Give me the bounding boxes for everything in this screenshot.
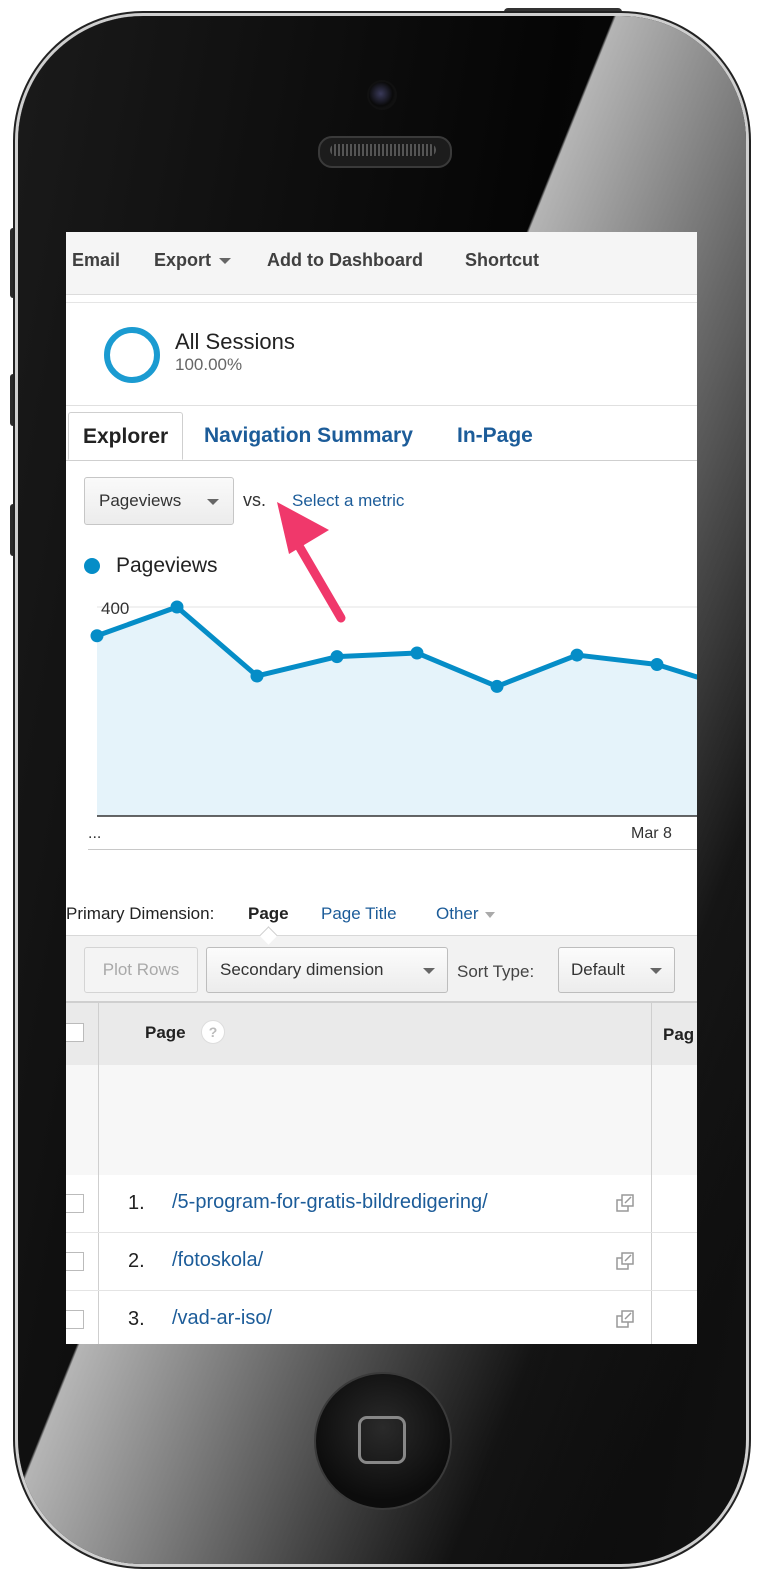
column-divider: [98, 1233, 99, 1290]
sort-type-dropdown[interactable]: Default: [558, 947, 675, 993]
secondary-dimension-label: Secondary dimension: [220, 960, 384, 979]
sort-type-label: Sort Type:: [457, 962, 535, 981]
x-axis-label-end: Mar 8: [631, 825, 672, 842]
dimension-other[interactable]: Other: [436, 904, 495, 924]
plot-rows-button[interactable]: Plot Rows: [84, 947, 198, 993]
chart-divider: [88, 849, 697, 850]
tab-explorer[interactable]: Explorer: [68, 412, 184, 460]
y-tick-label: 400: [101, 599, 129, 618]
column-divider: [651, 1233, 652, 1290]
table-controls: Plot Rows Secondary dimension Sort Type:…: [66, 935, 697, 1002]
metric-dropdown-label: Pageviews: [99, 491, 182, 510]
sort-type-value: Default: [571, 960, 625, 979]
page-link[interactable]: /fotoskola/: [172, 1249, 264, 1271]
column-divider: [651, 1065, 652, 1175]
legend-label: Pageviews: [116, 554, 218, 577]
dimension-page-title[interactable]: Page Title: [321, 904, 397, 923]
data-point: [410, 646, 424, 660]
data-point: [570, 648, 584, 662]
chevron-down-icon: [207, 499, 219, 505]
report-toolbar: Email Export Add to Dashboard Shortcut: [66, 232, 697, 295]
data-point: [170, 600, 184, 614]
phone-screen: Email Export Add to Dashboard Shortcut A…: [66, 232, 697, 1344]
row-number: 3.: [128, 1308, 145, 1330]
column-header-pageviews[interactable]: Pag: [663, 1025, 695, 1044]
tab-in-page[interactable]: In-Page: [457, 424, 533, 447]
page-link[interactable]: /vad-ar-iso/: [172, 1307, 273, 1329]
table-summary-row: [66, 1065, 697, 1176]
metric-dropdown[interactable]: Pageviews: [84, 477, 234, 525]
data-point: [490, 679, 504, 693]
row-checkbox[interactable]: [66, 1194, 84, 1213]
volume-up-button: [10, 374, 18, 426]
legend-dot-icon: [84, 558, 100, 574]
column-divider: [98, 1065, 99, 1175]
shortcut-button[interactable]: Shortcut: [465, 250, 539, 270]
email-button[interactable]: Email: [72, 250, 121, 270]
column-divider: [98, 1291, 99, 1344]
column-divider: [651, 1003, 652, 1065]
external-link-icon[interactable]: [615, 1309, 635, 1329]
data-point: [330, 650, 344, 664]
column-divider: [98, 1175, 99, 1232]
volume-down-button: [10, 504, 18, 556]
table-header: Page ? Pag: [66, 1001, 697, 1067]
select-all-checkbox[interactable]: [66, 1023, 84, 1042]
export-button[interactable]: Export: [154, 250, 232, 271]
chevron-down-icon: [650, 968, 662, 974]
segment-panel: All Sessions 100.00%: [66, 302, 697, 406]
speaker-grill: [330, 144, 436, 156]
help-icon[interactable]: ?: [201, 1020, 225, 1044]
secondary-dimension-dropdown[interactable]: Secondary dimension: [206, 947, 448, 993]
page-link[interactable]: /5-program-for-gratis-bildredigering/: [172, 1191, 488, 1213]
home-button-icon: [358, 1416, 406, 1464]
table-row: 2. /fotoskola/: [66, 1233, 697, 1291]
vs-label: vs.: [243, 490, 267, 510]
row-number: 1.: [128, 1192, 145, 1214]
dimension-other-label: Other: [436, 904, 479, 923]
dimension-page[interactable]: Page: [248, 904, 289, 923]
external-link-icon[interactable]: [615, 1251, 635, 1271]
select-metric-link[interactable]: Select a metric: [292, 491, 405, 510]
series-area: [97, 607, 697, 816]
add-to-dashboard-button[interactable]: Add to Dashboard: [267, 250, 423, 270]
column-divider: [651, 1291, 652, 1344]
column-divider: [651, 1175, 652, 1232]
segment-percent: 100.00%: [175, 355, 243, 374]
row-checkbox[interactable]: [66, 1252, 84, 1271]
column-header-page[interactable]: Page: [145, 1023, 186, 1042]
chevron-down-icon: [423, 968, 435, 974]
primary-dimension-label: Primary Dimension:: [66, 904, 215, 923]
annotation-arrow-icon: [277, 502, 346, 623]
column-divider: [98, 1003, 99, 1065]
table-row: 1. /5-program-for-gratis-bildredigering/: [66, 1175, 697, 1233]
chevron-down-icon: [219, 258, 232, 265]
row-number: 2.: [128, 1250, 145, 1272]
segment-ring-icon: [104, 327, 160, 383]
mute-switch: [10, 228, 18, 298]
chevron-down-icon: [484, 911, 495, 918]
data-point: [90, 629, 104, 643]
data-point: [650, 657, 664, 671]
power-button: [504, 8, 622, 18]
x-axis-label-start: ...: [88, 825, 102, 842]
data-point: [250, 669, 264, 683]
row-checkbox[interactable]: [66, 1310, 84, 1329]
segment-title[interactable]: All Sessions: [175, 329, 295, 354]
table-row: 3. /vad-ar-iso/: [66, 1291, 697, 1344]
external-link-icon[interactable]: [615, 1193, 635, 1213]
pageviews-chart: 400200: [90, 599, 697, 817]
front-camera: [367, 80, 397, 110]
export-label: Export: [154, 250, 212, 270]
tab-navigation-summary[interactable]: Navigation Summary: [204, 424, 413, 447]
report-tabs: Explorer Navigation Summary In-Page: [66, 412, 697, 461]
home-button[interactable]: [314, 1372, 452, 1510]
